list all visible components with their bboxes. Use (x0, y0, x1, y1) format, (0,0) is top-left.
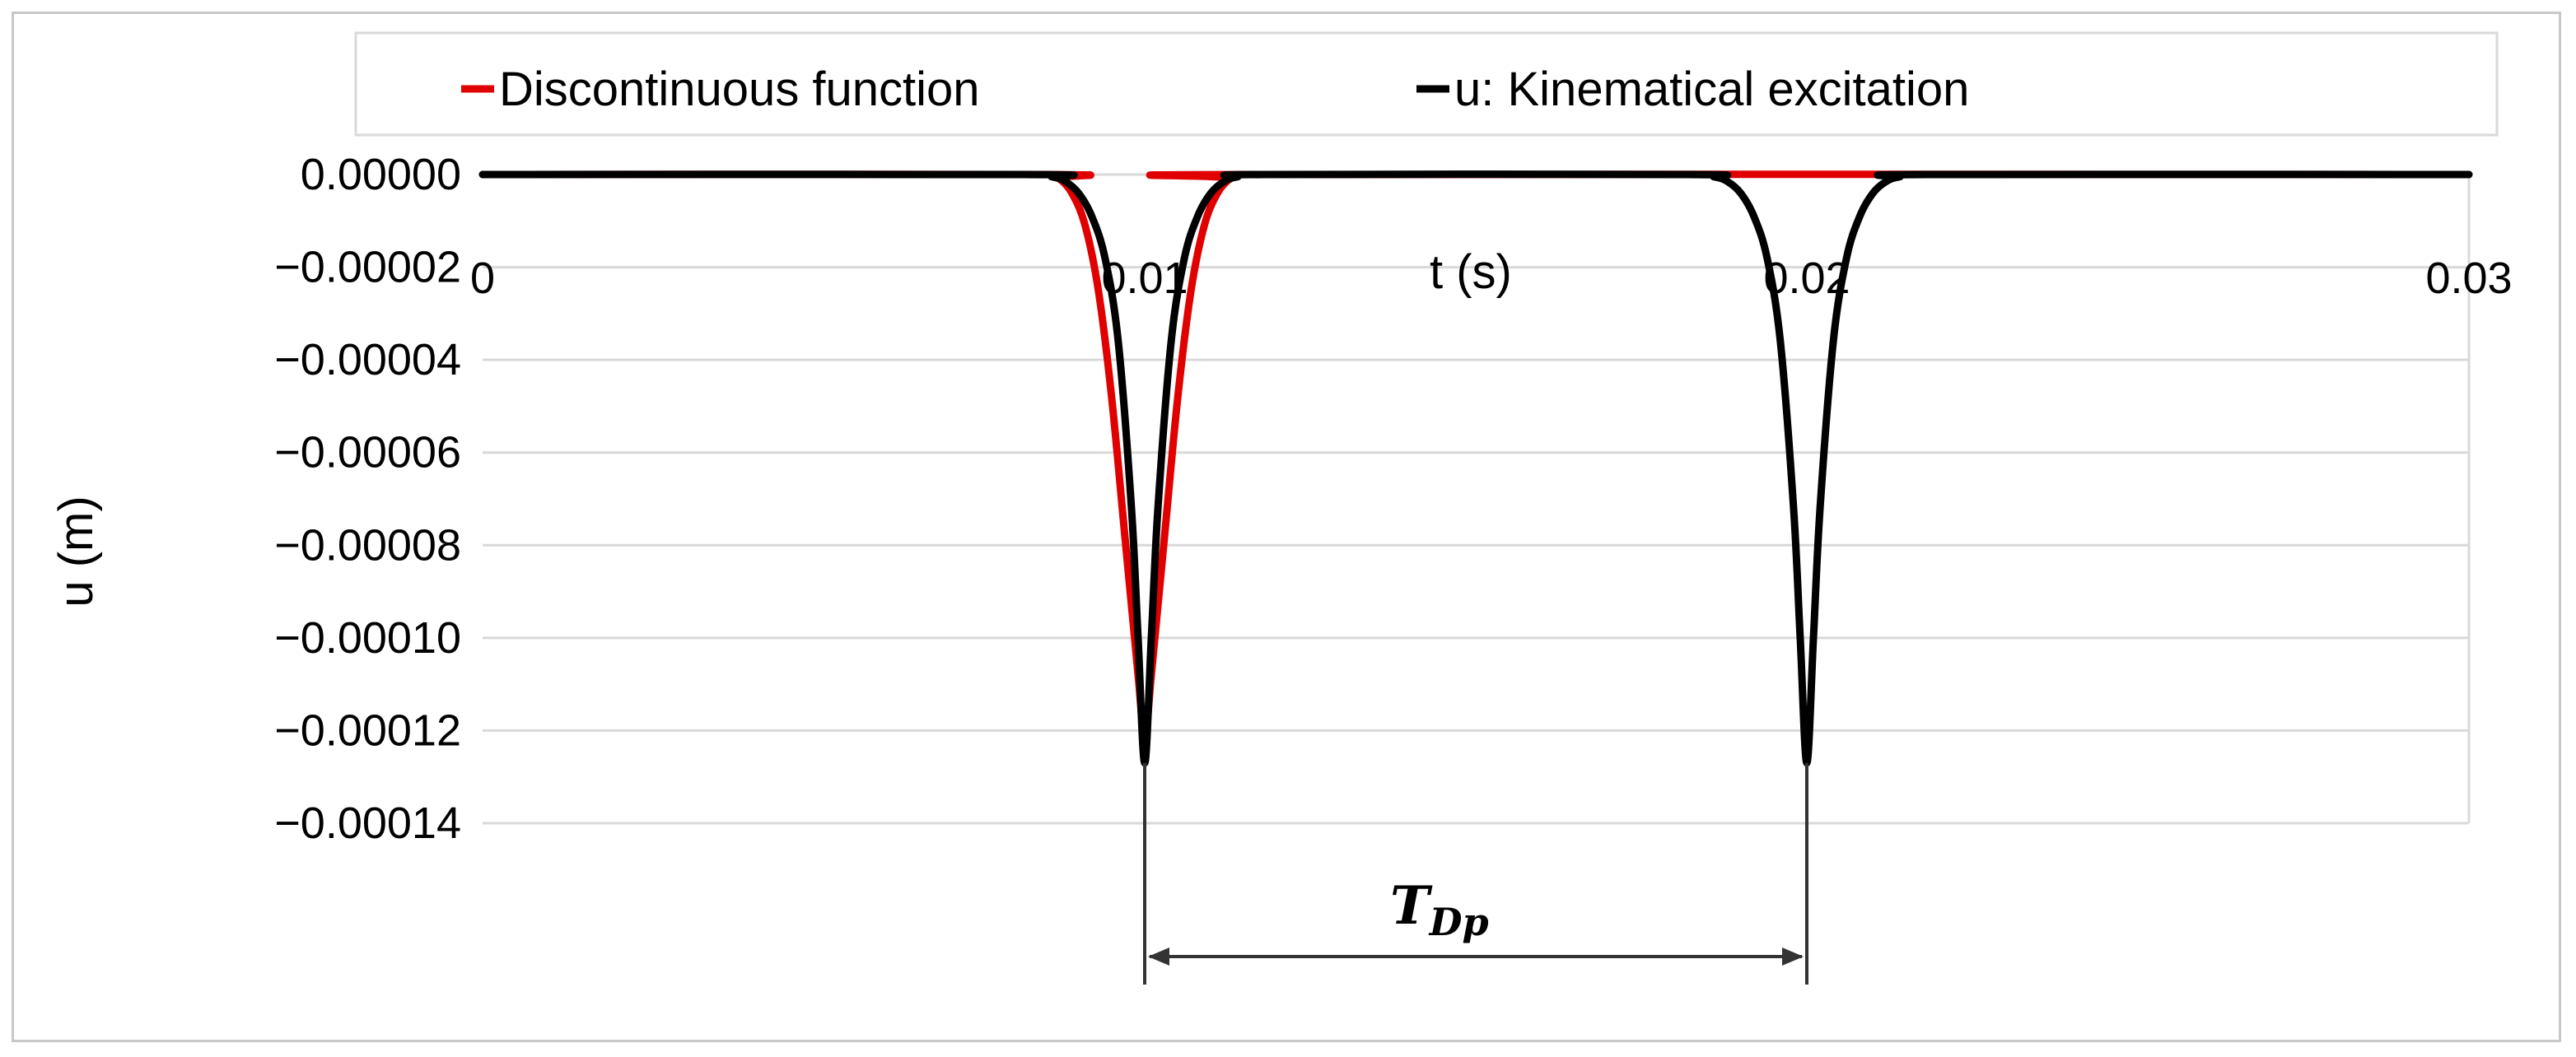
y-tick-label-3: −0.00006 (274, 428, 461, 477)
y-tick-label-4: −0.00008 (274, 520, 461, 570)
x-tick-label-3: 0.03 (2425, 254, 2512, 303)
legend-label-discontinuous: Discontinuous function (499, 63, 980, 116)
x-tick-label-2: 0.02 (1763, 254, 1850, 303)
tdp-label-main: T (1390, 875, 1433, 937)
y-tick-label-7: −0.00014 (274, 799, 461, 848)
series-line-1 (478, 170, 2473, 767)
x-tick-labels: 0 0.01 0.02 0.03 (470, 254, 2513, 303)
x-tick-label-1: 0.01 (1101, 254, 1188, 303)
y-tick-labels: 0.00000 −0.00002 −0.00004 −0.00006 −0.00008 −… (274, 150, 461, 848)
y-tick-label-1: −0.00002 (274, 243, 461, 292)
x-axis-label: t (s) (1430, 245, 1512, 299)
tdp-label-subscript: Dp (1428, 900, 1489, 944)
period-annotation (1143, 762, 1808, 985)
x-tick-label-0: 0 (470, 254, 495, 303)
series-lines (478, 170, 2473, 767)
legend-label-kinematical: u: Kinematical excitation (1454, 63, 1969, 116)
chart-frame (12, 12, 2561, 1042)
y-tick-label-5: −0.00010 (274, 613, 461, 663)
dimension-arrowhead-right (1782, 948, 1804, 966)
tdp-label: TDp (1390, 875, 1489, 944)
y-tick-label-2: −0.00004 (274, 335, 461, 384)
y-tick-label-6: −0.00012 (274, 705, 461, 755)
y-axis-label: u (m) (49, 496, 103, 607)
dimension-arrowhead-left (1148, 948, 1169, 966)
y-tick-label-0: 0.00000 (301, 150, 461, 199)
legend: Discontinuous function u: Kinematical ex… (461, 63, 1969, 116)
legend-box (354, 31, 2499, 137)
